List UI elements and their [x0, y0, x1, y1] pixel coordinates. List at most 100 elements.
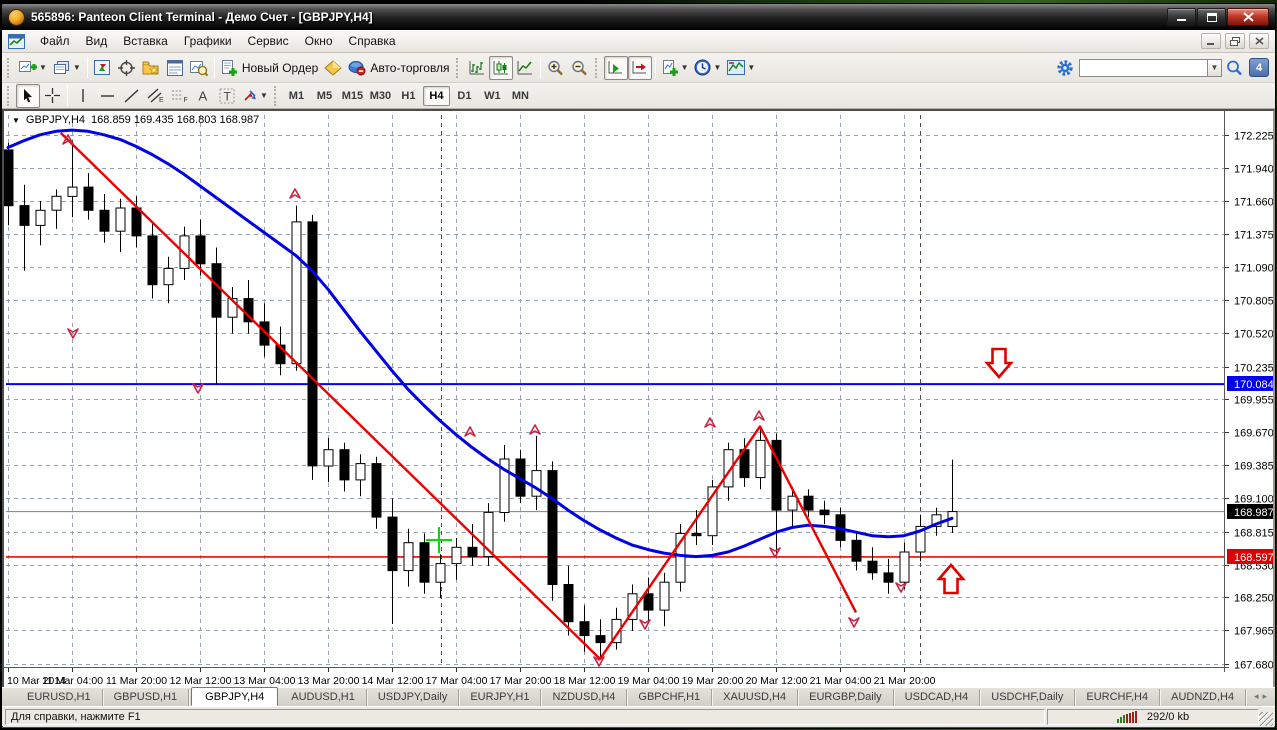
bar-chart-button[interactable]: [465, 56, 489, 80]
toolbar-grip[interactable]: [594, 57, 600, 78]
toolbar-drawing: E F A T ▼ M1 M5 M15 M30 H1 H4 D1 W1 MN: [2, 83, 1275, 109]
search-input[interactable]: [1079, 58, 1207, 77]
zoom-out-button[interactable]: [568, 56, 592, 80]
price-chart[interactable]: 172.225 171.940 171.660 171.375 171.090 170.8…: [4, 111, 1273, 687]
search-dropdown-button[interactable]: ▼: [1207, 58, 1222, 77]
candle: [467, 546, 478, 558]
mdi-minimize-button[interactable]: [1201, 33, 1221, 49]
indicators-button[interactable]: ▼: [659, 56, 692, 80]
zoom-in-button[interactable]: [544, 56, 568, 80]
tab-gbpchf-h1[interactable]: GBPCHF,H1: [627, 689, 713, 706]
time-tick-label: 17 Mar 04:00: [426, 675, 488, 687]
auto-scroll-button[interactable]: [603, 55, 628, 80]
settings-button[interactable]: [1053, 56, 1077, 80]
navigator-button[interactable]: [139, 56, 163, 80]
zoom-out-icon: [572, 60, 587, 75]
tab-eurusd-h1[interactable]: EURUSD,H1: [16, 689, 103, 706]
menu-file[interactable]: Файл: [40, 34, 70, 48]
tab-usdchf-daily[interactable]: USDCHF,Daily: [980, 689, 1076, 706]
candlestick-chart-button[interactable]: [488, 55, 513, 80]
text-button[interactable]: A: [191, 84, 215, 108]
candle: [451, 546, 462, 565]
candle: [691, 532, 702, 537]
metaeditor-button[interactable]: [321, 56, 345, 80]
tab-xauusd-h4[interactable]: XAUUSD,H4: [712, 689, 799, 706]
new-order-button[interactable]: Новый Ордер: [218, 56, 321, 80]
menu-charts[interactable]: Графики: [183, 34, 232, 48]
tab-nzdusd-h4[interactable]: NZDUSD,H4: [541, 689, 628, 706]
menu-help[interactable]: Справка: [348, 34, 396, 48]
timeframe-mn[interactable]: MN: [511, 89, 529, 102]
resize-grip[interactable]: [1259, 712, 1273, 726]
channel-button[interactable]: E: [143, 84, 167, 108]
text-label-button[interactable]: T: [215, 84, 239, 108]
candle: [99, 209, 110, 232]
price-tick-label: 171.090: [1234, 263, 1273, 275]
arrows-tool-button[interactable]: ▼: [239, 84, 271, 108]
timeframe-m1[interactable]: M1: [288, 89, 305, 102]
tab-gbpjpy-h4[interactable]: GBPJPY,H4: [191, 687, 279, 706]
toolbar-grip[interactable]: [7, 85, 12, 106]
line-chart-button[interactable]: [513, 56, 537, 80]
timeframe-h1[interactable]: H1: [401, 89, 416, 102]
data-window-button[interactable]: [115, 56, 139, 80]
market-watch-button[interactable]: [91, 56, 115, 80]
candle: [595, 635, 606, 644]
tab-scroll-arrows[interactable]: ◂▸: [1253, 691, 1271, 701]
tab-eurchf-h4[interactable]: EURCHF,H4: [1075, 689, 1161, 706]
crosshair-button[interactable]: [40, 84, 64, 108]
templates-button[interactable]: ▼: [724, 56, 758, 80]
tab-usdcad-h4[interactable]: USDCAD,H4: [894, 689, 981, 706]
candle: [499, 458, 510, 513]
svg-text:A: A: [199, 89, 208, 104]
maximize-button[interactable]: [1197, 8, 1226, 26]
indicators-icon: [662, 59, 678, 76]
fibonacci-button[interactable]: F: [167, 84, 191, 108]
mdi-close-button[interactable]: [1249, 33, 1269, 49]
search-icon: [1226, 60, 1242, 75]
menu-window[interactable]: Окно: [304, 34, 333, 48]
timeframe-m15[interactable]: M15: [341, 89, 364, 102]
timeframe-h4[interactable]: H4: [422, 85, 450, 106]
tab-gbpusd-h1[interactable]: GBPUSD,H1: [103, 689, 190, 706]
cursor-button[interactable]: [16, 83, 40, 108]
timeframe-w1[interactable]: W1: [484, 89, 501, 102]
timeframe-m5[interactable]: M5: [316, 89, 333, 102]
timeframe-m30[interactable]: M30: [369, 89, 392, 102]
search-button[interactable]: [1222, 56, 1246, 80]
menu-tools[interactable]: Сервис: [247, 34, 289, 48]
menu-insert[interactable]: Вставка: [123, 34, 168, 48]
close-button[interactable]: [1227, 8, 1269, 26]
price-tick-label: 170.520: [1234, 329, 1273, 341]
tab-audusd-h1[interactable]: AUDUSD,H1: [280, 689, 367, 706]
profiles-button[interactable]: ▼: [50, 56, 84, 80]
autotrade-button[interactable]: Авто-торговля: [345, 56, 452, 80]
tab-eurjpy-h1[interactable]: EURJPY,H1: [459, 689, 542, 706]
toolbar-grip[interactable]: [455, 57, 461, 78]
horizontal-line-button[interactable]: [95, 84, 119, 108]
mdi-restore-button[interactable]: [1225, 33, 1245, 49]
tab-usdjpy-daily[interactable]: USDJPY,Daily: [367, 689, 460, 706]
menu-view[interactable]: Вид: [85, 34, 108, 48]
candle: [355, 463, 366, 481]
minimize-button[interactable]: [1167, 8, 1196, 26]
terminal-icon: [166, 59, 183, 76]
periods-button[interactable]: ▼: [691, 56, 724, 80]
fractal-down-marker: [895, 582, 907, 593]
vertical-line-button[interactable]: [71, 84, 95, 108]
terminal-button[interactable]: [163, 56, 187, 80]
moving-average-line: [6, 128, 954, 559]
new-chart-button[interactable]: ▼: [16, 56, 50, 80]
tab-audnzd-h4[interactable]: AUDNZD,H4: [1160, 689, 1247, 706]
trendline-button[interactable]: [119, 84, 143, 108]
timeframe-d1[interactable]: D1: [457, 89, 472, 102]
toolbar-grip[interactable]: [273, 85, 279, 106]
notifications-button[interactable]: 4: [1249, 58, 1269, 77]
status-connection: 292/0 kb: [1047, 708, 1259, 725]
time-tick-label: 19 Mar 20:00: [682, 675, 744, 687]
svg-text:F: F: [183, 97, 187, 103]
strategy-tester-button[interactable]: [187, 56, 211, 80]
toolbar-grip[interactable]: [7, 57, 12, 78]
chart-shift-button[interactable]: [627, 55, 652, 80]
tab-eurgbp-daily[interactable]: EURGBP,Daily: [798, 689, 894, 706]
